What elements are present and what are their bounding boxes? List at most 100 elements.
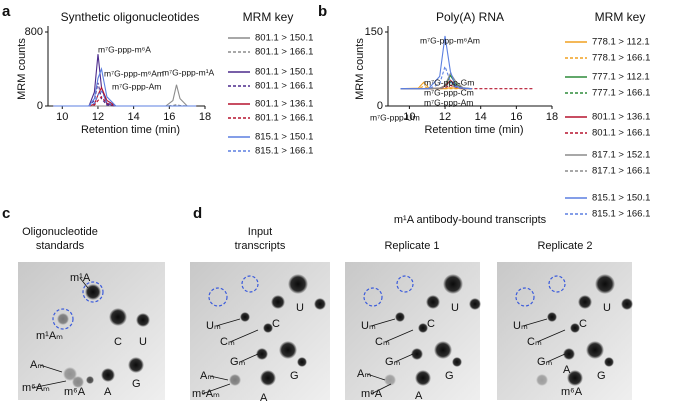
tlc-spot — [260, 370, 276, 386]
spot-label: A — [104, 386, 112, 398]
leader-line — [394, 353, 414, 363]
x-tick-label: 18 — [546, 111, 558, 123]
leader-line — [384, 329, 414, 343]
leader-line — [209, 375, 229, 381]
y-tick-label: 0 — [377, 100, 383, 112]
legend-label: 778.1 > 166.1 — [592, 53, 650, 64]
spot-label: G — [597, 370, 606, 382]
spot-label: Aₘ — [357, 368, 371, 380]
tlc-spot — [128, 357, 144, 373]
legend-label: 801.1 > 166.1 — [255, 113, 313, 124]
tlc-spot — [85, 284, 101, 300]
y-tick-label: 150 — [365, 26, 383, 38]
spot-label: G — [445, 370, 454, 382]
spot-label: Cₘ — [220, 336, 235, 348]
spot-label: Uₘ — [206, 320, 221, 332]
marker-circle — [396, 275, 414, 293]
tlc-spot — [101, 368, 115, 382]
tlc-spot — [271, 295, 285, 309]
peak-annotation: m⁷G-ppp-Am — [112, 81, 161, 91]
leader-line — [79, 277, 89, 289]
chart-title: Poly(A) RNA — [436, 10, 504, 24]
panel-letter: a — [2, 3, 11, 20]
leader-line — [522, 318, 548, 327]
legend-label: 815.1 > 166.1 — [592, 209, 650, 220]
legend-title: MRM key — [243, 10, 294, 24]
x-axis-label: Retention time (min) — [81, 124, 180, 136]
section-heading: m¹A antibody-bound transcripts — [394, 214, 547, 226]
x-tick-label: 10 — [403, 111, 415, 123]
panel-letter: c — [2, 205, 10, 222]
marker-circle — [515, 287, 535, 307]
legend-label: 801.1 > 150.1 — [255, 67, 313, 78]
tlc-spot — [604, 357, 614, 367]
marker-circle — [548, 275, 566, 293]
x-tick-label: 16 — [510, 111, 522, 123]
spot-label: Uₘ — [513, 320, 528, 332]
spot-label: Gₘ — [230, 356, 246, 368]
series-line — [53, 95, 197, 107]
leader-line — [201, 383, 231, 395]
spot-label: Cₘ — [375, 336, 390, 348]
marker-circle — [208, 287, 228, 307]
plate-title: standards — [36, 240, 85, 252]
x-tick-label: 16 — [163, 111, 175, 123]
spot-label: Gₘ — [537, 356, 553, 368]
tlc-spot — [229, 374, 241, 386]
tlc-spot — [434, 341, 452, 359]
leader-line — [366, 373, 386, 381]
series-line — [400, 64, 472, 90]
tlc-spot — [384, 374, 396, 386]
tlc-spot — [297, 357, 307, 367]
legend-label: 815.1 > 166.1 — [255, 146, 313, 157]
legend-label: 801.1 > 136.1 — [592, 112, 650, 123]
tlc-spot — [621, 298, 633, 310]
legend-title: MRM key — [595, 10, 646, 24]
leader-line — [370, 383, 392, 395]
spot-label: C — [272, 318, 280, 330]
panel-letter: d — [193, 205, 202, 222]
legend-label: 815.1 > 150.1 — [592, 193, 650, 204]
tlc-spot — [314, 298, 326, 310]
panel-letter: b — [318, 3, 327, 20]
y-tick-label: 800 — [25, 26, 43, 38]
legend-label: 801.1 > 166.1 — [592, 128, 650, 139]
tlc-spot — [586, 341, 604, 359]
legend-label: 801.1 > 166.1 — [255, 81, 313, 92]
leader-line — [229, 329, 259, 343]
tlc-spot — [415, 370, 431, 386]
x-axis-label: Retention time (min) — [424, 124, 523, 136]
chart-title: Synthetic oligonucleotides — [61, 10, 200, 24]
spot-label: U — [139, 336, 147, 348]
spot-label: A — [563, 364, 571, 376]
spot-label: m⁶Aₘ — [22, 382, 50, 394]
tlc-spot — [547, 312, 557, 322]
tlc-spot — [63, 367, 77, 381]
marker-circle — [241, 275, 259, 293]
x-tick-label: 10 — [56, 111, 68, 123]
spot-label: m¹A — [70, 272, 91, 284]
y-axis-label: MRM counts — [16, 38, 28, 100]
spot-label: C — [427, 318, 435, 330]
plate-title: transcripts — [235, 240, 286, 252]
spot-label: C — [579, 318, 587, 330]
legend-label: 778.1 > 112.1 — [592, 37, 650, 48]
marker-circle — [52, 308, 74, 330]
spot-label: U — [603, 302, 611, 314]
spot-label: m⁶Aₘ — [192, 388, 220, 400]
legend-label: 777.1 > 166.1 — [592, 88, 650, 99]
tlc-spot — [279, 341, 297, 359]
peak-annotation: m⁷G-ppp-Cm — [424, 87, 474, 97]
tlc-spot — [418, 323, 428, 333]
peak-annotation: m⁷G-ppp-m⁶A — [98, 44, 151, 54]
tlc-spot — [240, 312, 250, 322]
leader-line — [370, 318, 396, 327]
tlc-spot — [567, 370, 583, 386]
plate-title: Replicate 2 — [537, 240, 592, 252]
spot-label: A — [260, 392, 268, 404]
tlc-spot — [563, 348, 575, 360]
tlc-spot — [578, 295, 592, 309]
spot-label: C — [114, 336, 122, 348]
tlc-spot — [57, 313, 69, 325]
